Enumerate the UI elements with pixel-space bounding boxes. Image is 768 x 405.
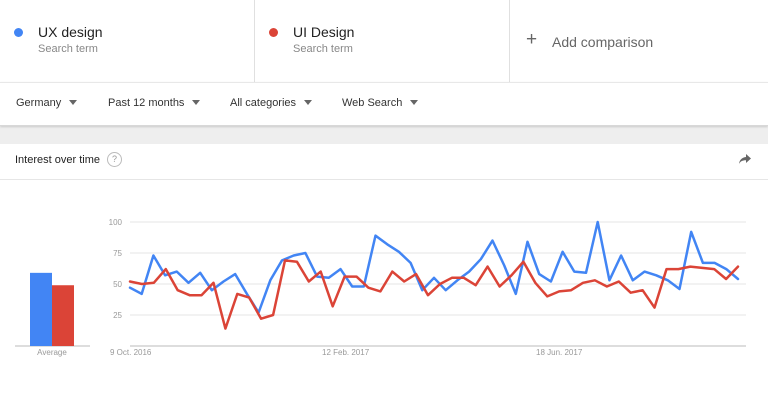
search-terms-bar: UX design Search term UI Design Search t… [0, 0, 768, 82]
search-term-ux-design[interactable]: UX design Search term [0, 0, 255, 82]
average-bar [30, 272, 52, 346]
filter-search-type[interactable]: Web Search [342, 97, 419, 109]
share-icon[interactable] [738, 153, 752, 165]
search-term-ui-design[interactable]: UI Design Search term [255, 0, 510, 82]
average-bar [52, 285, 74, 346]
dropdown-caret-icon [69, 99, 78, 105]
y-tick-label: 25 [113, 311, 122, 320]
dropdown-caret-icon [304, 99, 313, 105]
help-icon[interactable]: ? [107, 152, 122, 167]
term-subtitle: Search term [293, 43, 353, 55]
interest-over-time-card: Interest over time ? 25 50 75 100 Average 9 O… [0, 144, 768, 405]
series-line [128, 259, 740, 330]
plus-icon[interactable]: + [526, 29, 538, 50]
y-tick-label: 75 [113, 249, 122, 258]
series-color-dot-icon [14, 28, 23, 37]
series-color-dot-icon [269, 28, 278, 37]
filter-bar: Germany Past 12 months All categories We… [0, 82, 768, 126]
filter-time-label: Past 12 months [108, 97, 185, 109]
card-header: Interest over time ? [0, 144, 768, 180]
x-tick-label: 9 Oct. 2016 [110, 348, 152, 357]
y-tick-label: 100 [109, 218, 123, 227]
x-tick-label: 18 Jun. 2017 [536, 348, 583, 357]
average-label: Average [37, 348, 67, 357]
series-line [128, 220, 740, 314]
x-tick-label: 12 Feb. 2017 [322, 348, 370, 357]
dropdown-caret-icon [192, 99, 201, 105]
filter-category-label: All categories [230, 97, 297, 109]
filter-search-type-label: Web Search [342, 97, 403, 109]
y-tick-label: 50 [113, 280, 122, 289]
card-title: Interest over time [15, 154, 100, 166]
term-name[interactable]: UX design [38, 24, 103, 40]
filter-region-label: Germany [16, 97, 62, 109]
dropdown-caret-icon [410, 99, 419, 105]
filter-category[interactable]: All categories [230, 97, 313, 109]
term-subtitle: Search term [38, 43, 98, 55]
interest-chart: 25 50 75 100 Average 9 Oct. 2016 12 Feb. 2017 1… [15, 218, 746, 357]
filter-time-range[interactable]: Past 12 months [108, 97, 201, 109]
term-name[interactable]: UI Design [293, 24, 355, 40]
add-comparison-label[interactable]: Add comparison [552, 34, 654, 50]
filter-region[interactable]: Germany [16, 97, 78, 109]
